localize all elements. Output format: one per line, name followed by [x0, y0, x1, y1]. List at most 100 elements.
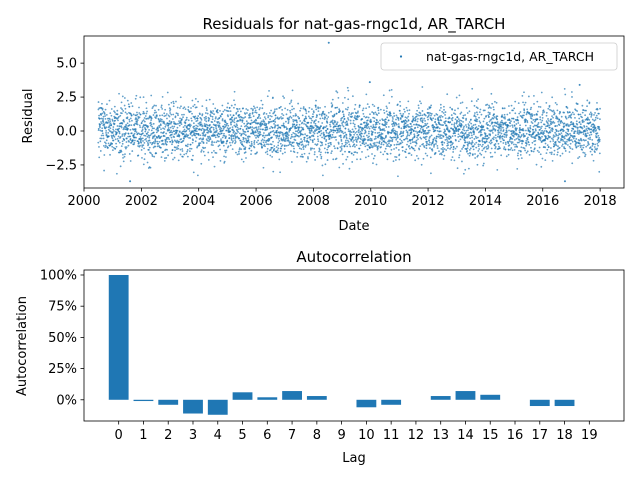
residual-point [105, 131, 107, 134]
residual-point [346, 139, 349, 142]
residual-point [495, 101, 498, 104]
residual-point [363, 115, 366, 118]
residual-point [176, 126, 179, 129]
residual-point [468, 110, 471, 113]
residual-point [552, 109, 555, 112]
residual-point [371, 111, 374, 113]
residual-point [557, 134, 559, 137]
residual-point [256, 106, 259, 109]
residual-point [364, 126, 366, 129]
residual-point [263, 136, 266, 139]
residual-point [207, 135, 209, 138]
residual-point [518, 127, 521, 129]
residual-point [468, 132, 471, 134]
residual-point [430, 114, 432, 117]
residual-point [250, 140, 253, 143]
residual-point [228, 134, 231, 136]
residual-point [213, 113, 215, 116]
residual-point [467, 152, 469, 155]
residual-point [110, 134, 113, 137]
residual-point [346, 124, 349, 126]
residual-point [252, 105, 255, 108]
residual-point [281, 139, 284, 142]
residual-point [533, 131, 536, 134]
residual-point [550, 123, 553, 126]
residual-point [389, 145, 391, 148]
residual-point [320, 132, 323, 135]
residual-point [561, 152, 564, 155]
residual-point [473, 131, 476, 134]
residual-point [154, 138, 157, 140]
residual-point [540, 141, 543, 144]
residual-point [287, 136, 289, 139]
residual-point [307, 121, 310, 124]
residual-point [576, 141, 578, 144]
residual-point [439, 153, 441, 156]
residual-point [194, 117, 197, 120]
residual-point [527, 136, 529, 139]
residual-point [577, 145, 580, 148]
residual-point [101, 132, 104, 135]
residual-point [130, 113, 132, 115]
residual-point [496, 121, 499, 123]
residual-point [175, 112, 178, 115]
residual-point [376, 119, 378, 122]
residual-point [229, 127, 232, 129]
residual-point [533, 103, 535, 105]
residual-point [529, 115, 532, 117]
residual-point [494, 146, 497, 148]
residual-point [432, 128, 435, 131]
residual-point [171, 143, 173, 146]
residual-point [586, 132, 589, 135]
residual-point [419, 112, 422, 115]
residual-point [471, 140, 474, 142]
residual-point [534, 120, 536, 123]
residual-point [268, 138, 271, 140]
residual-point [231, 120, 234, 123]
residual-point [388, 131, 391, 134]
residual-point [139, 136, 142, 138]
residual-point [287, 140, 290, 142]
residual-point [151, 125, 153, 128]
residual-point [586, 144, 589, 147]
residual-point [280, 147, 283, 150]
residual-point [405, 156, 407, 159]
residual-point [368, 147, 371, 149]
residual-point [504, 148, 507, 151]
residual-point [151, 107, 154, 109]
residual-point [479, 121, 482, 124]
residual-point [457, 118, 460, 120]
residual-point [416, 123, 419, 126]
residual-point [194, 97, 197, 100]
residual-point [592, 159, 595, 162]
residual-point [518, 138, 521, 141]
residual-point [445, 124, 448, 127]
residual-point [124, 107, 127, 110]
residual-point [186, 149, 189, 151]
residual-point [584, 132, 587, 135]
residual-point [460, 111, 463, 114]
residual-point [526, 121, 529, 124]
residual-point [178, 134, 181, 137]
residual-point [431, 149, 434, 152]
residual-point [418, 130, 421, 132]
residual-point [349, 129, 352, 132]
residual-point [373, 117, 376, 120]
residual-point [403, 138, 406, 141]
residual-point [209, 127, 211, 130]
residual-point [471, 125, 473, 128]
residual-point [467, 126, 470, 129]
residual-point [458, 94, 461, 97]
residual-point [452, 128, 455, 131]
residual-point [454, 139, 457, 142]
residual-point [178, 124, 181, 127]
acf-bar-lag-4 [207, 399, 228, 415]
residual-point [341, 142, 344, 145]
residual-point [199, 121, 202, 124]
residual-point [471, 153, 474, 156]
residual-point [581, 116, 583, 119]
residual-point [192, 139, 194, 142]
acf-y-tick-label: 50% [48, 331, 77, 346]
residual-point [155, 111, 158, 114]
residual-point [307, 143, 310, 146]
